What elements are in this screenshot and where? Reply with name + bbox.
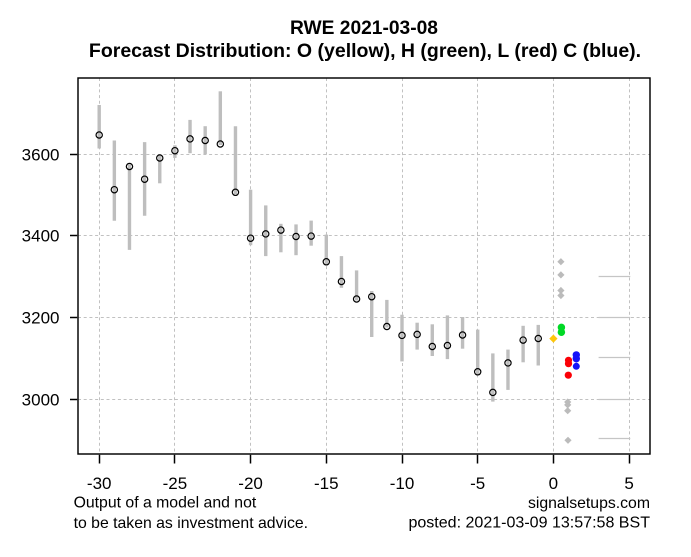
svg-text:-10: -10 <box>390 474 415 493</box>
svg-text:-30: -30 <box>87 474 112 493</box>
svg-text:-25: -25 <box>163 474 188 493</box>
svg-text:-5: -5 <box>470 474 485 493</box>
svg-text:Forecast Distribution: O (yell: Forecast Distribution: O (yellow), H (gr… <box>89 40 641 62</box>
svg-text:Output of a model and not: Output of a model and not <box>74 495 257 512</box>
svg-text:3200: 3200 <box>22 309 60 328</box>
svg-text:signalsetups.com: signalsetups.com <box>528 495 650 512</box>
svg-text:RWE 2021-03-08: RWE 2021-03-08 <box>290 18 438 39</box>
svg-text:to be taken as investment advi: to be taken as investment advice. <box>74 515 308 532</box>
svg-text:0: 0 <box>549 474 558 493</box>
svg-text:5: 5 <box>624 474 633 493</box>
svg-text:3000: 3000 <box>22 391 60 410</box>
svg-text:-20: -20 <box>238 474 263 493</box>
svg-text:posted: 2021-03-09 13:57:58 BS: posted: 2021-03-09 13:57:58 BST <box>408 514 650 532</box>
svg-text:3400: 3400 <box>22 227 60 246</box>
svg-text:-15: -15 <box>314 474 339 493</box>
svg-text:3600: 3600 <box>22 146 60 165</box>
